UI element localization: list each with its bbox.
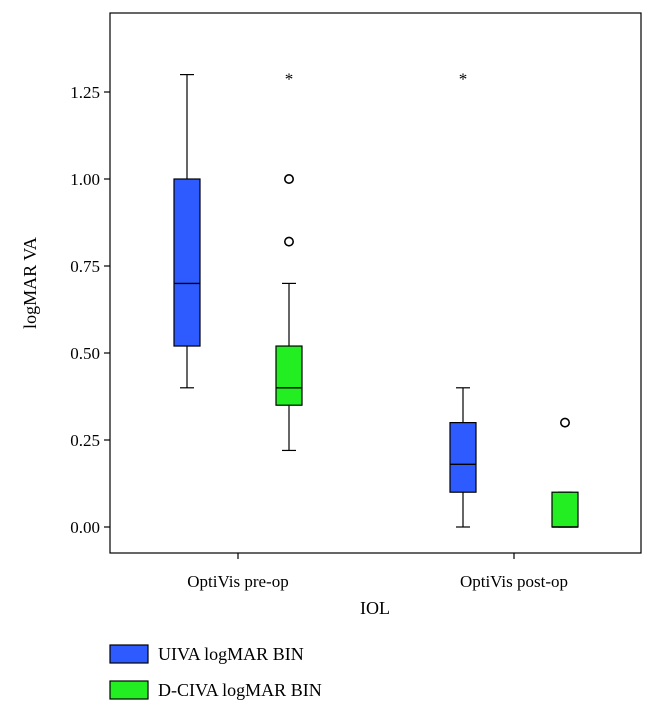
- box-iqr: [551, 491, 579, 528]
- legend-swatch: [109, 644, 149, 664]
- box: [173, 73, 201, 389]
- y-tick-label: 0.00: [70, 518, 100, 537]
- legend-label: D-CIVA logMAR BIN: [158, 680, 322, 700]
- plot-area-frame: [109, 12, 642, 554]
- y-axis: 0.00 0.25 0.50 0.75 1.00 1.25: [70, 83, 110, 537]
- x-tick-label: OptiVis post-op: [460, 572, 568, 591]
- extreme-point: *: [285, 70, 294, 89]
- x-axis-title: IOL: [360, 598, 390, 618]
- x-axis: OptiVis pre-op OptiVis post-op: [187, 553, 568, 591]
- y-axis-title: logMAR VA: [20, 237, 40, 329]
- extreme-point: *: [459, 70, 468, 89]
- box-iqr: [275, 345, 303, 406]
- y-tick-label: 1.25: [70, 83, 100, 102]
- box-iqr: [173, 178, 201, 347]
- box: [551, 417, 579, 528]
- legend-swatch: [109, 680, 149, 700]
- x-tick-label: OptiVis pre-op: [187, 572, 288, 591]
- box-series: **: [173, 70, 579, 528]
- y-tick-label: 1.00: [70, 170, 100, 189]
- y-tick-label: 0.25: [70, 431, 100, 450]
- y-tick-label: 0.75: [70, 257, 100, 276]
- outlier-point: [559, 417, 570, 428]
- box-iqr: [449, 422, 477, 493]
- box: *: [275, 70, 303, 452]
- outlier-point: [283, 174, 294, 185]
- legend: UIVA logMAR BIN D-CIVA logMAR BIN: [109, 644, 322, 700]
- legend-label: UIVA logMAR BIN: [158, 644, 304, 664]
- y-tick-label: 0.50: [70, 344, 100, 363]
- outlier-point: [283, 236, 294, 247]
- box: *: [449, 70, 477, 528]
